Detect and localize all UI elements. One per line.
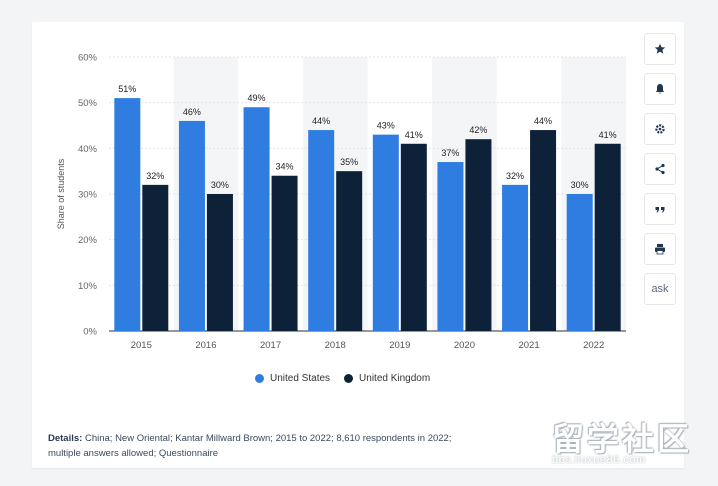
favorite-button[interactable] — [644, 33, 676, 65]
bar-uk — [530, 130, 557, 331]
bar-uk — [142, 184, 169, 331]
data-label: 51% — [118, 84, 136, 94]
x-tick-label: 2018 — [325, 340, 346, 351]
data-label: 46% — [183, 107, 201, 117]
bar-uk — [271, 175, 298, 331]
legend-label-uk: United Kingdom — [359, 373, 431, 384]
x-tick-label: 2019 — [389, 340, 410, 351]
settings-button[interactable] — [644, 113, 676, 145]
bar-us — [502, 184, 529, 331]
x-tick-label: 2015 — [131, 340, 152, 351]
legend-dot-us — [255, 374, 264, 383]
x-tick-label: 2017 — [260, 340, 281, 351]
x-tick-label: 2021 — [518, 340, 539, 351]
data-label: 35% — [340, 157, 358, 167]
bell-icon — [655, 84, 665, 94]
data-label: 34% — [276, 162, 294, 172]
bar-uk — [465, 139, 492, 331]
bar-us — [437, 162, 464, 331]
print-icon — [655, 244, 665, 255]
toolbar-sidebar: ask — [644, 33, 676, 313]
x-tick-label: 2016 — [195, 340, 216, 351]
details-text: China; New Oriental; Kantar Millward Bro… — [48, 433, 452, 459]
data-label: 43% — [377, 121, 395, 131]
share-button[interactable] — [644, 153, 676, 185]
bar-us — [243, 107, 270, 331]
data-label: 49% — [248, 93, 266, 103]
y-tick-label: 30% — [78, 190, 98, 201]
legend-dot-uk — [344, 374, 354, 383]
data-label: 44% — [534, 116, 552, 126]
watermark-url: bbs.liuxue86.com — [552, 454, 646, 466]
print-button[interactable] — [644, 233, 676, 265]
x-tick-label: 2020 — [454, 340, 475, 351]
cite-button[interactable] — [644, 193, 676, 225]
data-label: 44% — [312, 116, 330, 126]
legend-item-uk[interactable]: United Kingdom — [344, 373, 430, 384]
y-tick-label: 40% — [78, 144, 98, 155]
bar-uk — [400, 143, 427, 331]
bar-us — [372, 134, 399, 331]
details-label: Details: — [48, 433, 83, 444]
data-label: 41% — [405, 130, 423, 140]
y-tick-label: 10% — [78, 281, 98, 292]
data-label: 32% — [506, 171, 524, 181]
data-label: 42% — [469, 125, 487, 135]
bar-us — [566, 194, 593, 331]
bar-us — [114, 98, 141, 331]
y-axis-label: Share of students — [56, 158, 66, 229]
y-tick-label: 60% — [78, 53, 98, 64]
chart-legend: United States United Kingdom — [255, 373, 444, 384]
ask-label: ask — [651, 283, 669, 295]
star-icon — [654, 43, 666, 54]
share-icon — [655, 163, 665, 175]
details-note: Details: China; New Oriental; Kantar Mil… — [48, 431, 478, 461]
data-label: 30% — [571, 180, 589, 190]
watermark-title: 留学社区 — [552, 420, 693, 458]
y-tick-label: 0% — [83, 327, 97, 338]
gear-icon — [655, 124, 665, 134]
notification-button[interactable] — [644, 73, 676, 105]
data-label: 30% — [211, 180, 229, 190]
bar-us — [178, 120, 205, 331]
x-tick-label: 2022 — [583, 340, 604, 351]
legend-item-us[interactable]: United States — [255, 373, 330, 384]
bar-uk — [594, 143, 621, 331]
bar-chart: 0% 10% 20% 30% 40% 50% 60% Share of students 51%… — [56, 53, 626, 351]
data-label: 32% — [146, 171, 164, 181]
legend-label-us: United States — [270, 373, 331, 384]
data-label: 37% — [441, 148, 459, 158]
bar-uk — [206, 194, 233, 331]
quote-icon — [655, 207, 665, 213]
bar-uk — [336, 171, 363, 331]
watermark-logo: 留学社区 bbs.liuxue86.com — [548, 414, 713, 470]
y-tick-label: 20% — [78, 235, 98, 246]
ask-button[interactable]: ask — [644, 273, 676, 305]
y-tick-label: 50% — [78, 98, 98, 109]
data-label: 41% — [599, 130, 617, 140]
bar-us — [308, 130, 335, 331]
chart-card: 0% 10% 20% 30% 40% 50% 60% Share of students 51%… — [32, 22, 684, 468]
